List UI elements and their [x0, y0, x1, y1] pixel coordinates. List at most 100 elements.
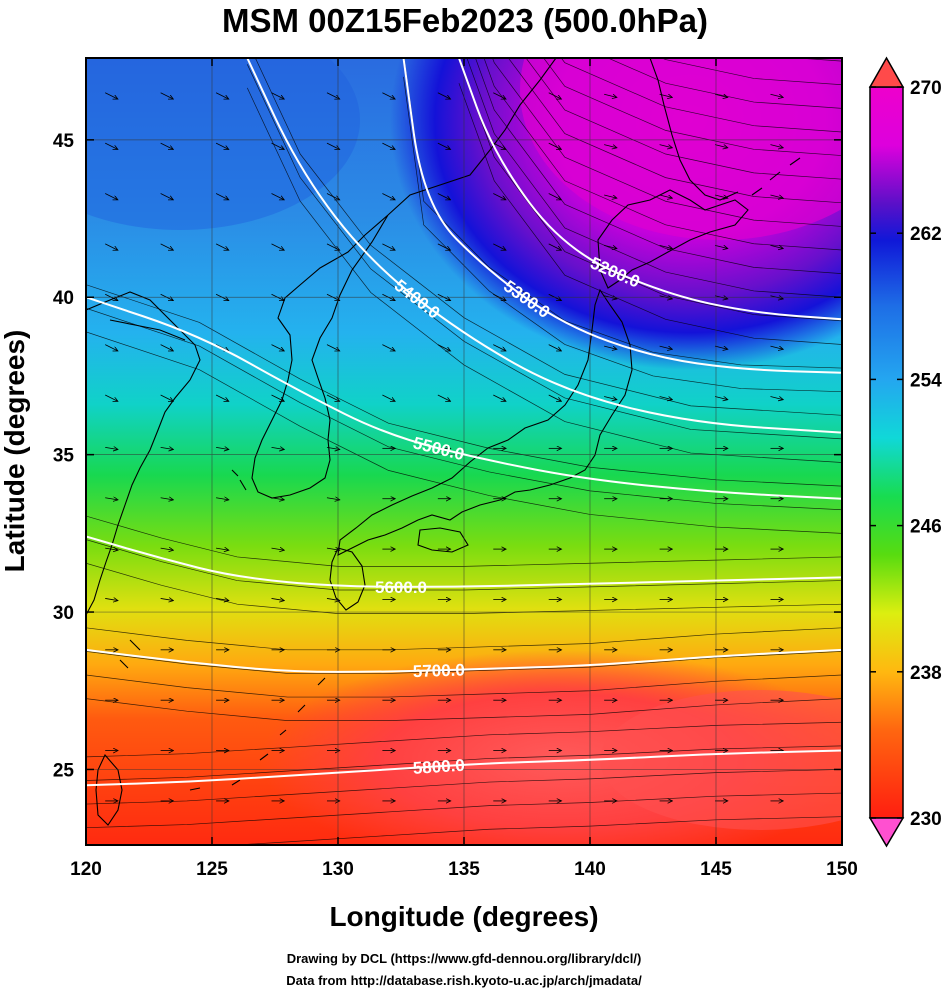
wind-streamline — [86, 562, 842, 614]
wind-arrow — [437, 193, 450, 200]
wind-arrow — [105, 394, 117, 401]
colorbar-tick-label: 254 — [910, 370, 942, 391]
wind-streamline — [86, 745, 842, 781]
wind-arrow — [326, 193, 339, 200]
wind-arrow — [105, 243, 117, 250]
y-tick-label: 25 — [53, 760, 75, 781]
colorbar-tick-label: 238 — [910, 663, 942, 684]
contour-line-5200.0 — [458, 58, 842, 321]
x-axis-label: Longitude (degrees) — [329, 901, 598, 932]
contour-line-5600.0 — [86, 535, 842, 588]
contour-line-5500.0 — [86, 296, 842, 500]
wind-arrow — [326, 394, 339, 401]
wind-arrow — [382, 142, 394, 149]
wind-arrow — [271, 598, 284, 600]
wind-streamline — [86, 331, 842, 534]
wind-arrow — [382, 92, 394, 99]
wind-streamline — [86, 674, 842, 698]
wind-arrow — [215, 142, 228, 149]
wind-arrow — [160, 243, 173, 250]
wind-arrow — [382, 394, 394, 401]
wind-streamline — [86, 769, 842, 805]
wind-arrow — [271, 447, 284, 449]
wind-arrow — [271, 344, 284, 351]
contour-line-5300.0 — [402, 58, 842, 374]
wind-streamline — [86, 698, 842, 722]
wind-arrow — [770, 244, 782, 248]
wind-streamline — [475, 58, 842, 274]
wind-arrow — [382, 344, 394, 351]
credit-data: Data from http://database.rish.kyoto-u.a… — [286, 973, 642, 988]
wind-arrow — [548, 92, 561, 99]
wind-arrow — [493, 394, 505, 401]
wind-arrow — [105, 498, 117, 500]
wind-arrow — [160, 193, 173, 200]
wind-arrow — [160, 598, 173, 600]
wind-arrow — [160, 394, 173, 401]
lat-lon-grid — [86, 58, 842, 845]
wind-arrow — [216, 498, 228, 500]
wind-arrow — [548, 243, 561, 250]
warm-region-east — [600, 690, 842, 830]
wind-streamlines — [86, 58, 842, 845]
wind-arrow — [604, 93, 616, 97]
wind-arrow — [160, 344, 173, 351]
wind-streamline — [86, 792, 842, 829]
wind-arrow — [437, 243, 450, 250]
wind-arrow — [105, 142, 117, 149]
wind-arrow — [714, 345, 727, 349]
wind-arrow — [604, 194, 616, 198]
wind-arrow — [160, 548, 173, 550]
wind-arrow — [215, 394, 228, 401]
wind-arrow — [604, 144, 616, 148]
contour-line-5700.0 — [86, 648, 842, 673]
wind-arrow — [770, 396, 782, 399]
cold-core-inner — [520, 58, 842, 240]
wind-streamline — [403, 76, 842, 393]
wind-arrow — [271, 243, 284, 250]
wind-arrow — [437, 344, 450, 351]
wind-arrow — [493, 344, 505, 351]
wind-streamline — [86, 515, 842, 567]
wind-streamline — [86, 721, 842, 758]
wind-arrow — [493, 243, 505, 250]
wind-arrow — [105, 344, 117, 351]
wind-arrow — [160, 447, 173, 449]
wind-arrow — [105, 92, 117, 99]
wind-arrow — [160, 142, 173, 149]
wind-arrow — [326, 344, 339, 351]
wind-arrow — [659, 396, 672, 399]
wind-arrow — [271, 193, 284, 200]
wind-arrow — [215, 193, 228, 200]
wind-streamline — [661, 58, 842, 86]
wind-arrow — [437, 142, 450, 149]
x-tick-label: 140 — [574, 859, 606, 880]
wind-arrow — [326, 598, 339, 600]
figure-title: MSM 00Z15Feb2023 (500.0hPa) — [222, 2, 708, 39]
wind-arrow — [160, 498, 173, 500]
y-axis-label: Latitude (degrees) — [0, 330, 30, 573]
wind-arrow — [604, 396, 616, 399]
wind-arrow — [770, 144, 782, 148]
contour-line-5800.0 — [86, 749, 842, 787]
wind-arrow — [105, 598, 117, 600]
wind-streamline — [86, 307, 842, 511]
wind-streamline — [525, 58, 842, 180]
wind-arrow — [548, 344, 561, 351]
wind-arrow — [105, 193, 117, 200]
wind-streamline — [507, 58, 842, 204]
wind-streamline — [86, 651, 842, 674]
wind-arrow — [271, 548, 284, 550]
x-tick-label: 135 — [448, 859, 480, 880]
wind-arrow — [714, 93, 727, 97]
wind-streamline — [483, 58, 842, 251]
wind-arrow — [326, 498, 339, 500]
wind-arrow — [437, 92, 450, 99]
wind-arrow — [271, 92, 284, 99]
wind-arrow — [714, 144, 727, 148]
wind-arrow — [770, 194, 782, 198]
x-tick-label: 125 — [196, 859, 228, 880]
colorbar-top-arrow — [868, 56, 905, 88]
contour-label: 5700.0 — [413, 660, 466, 681]
